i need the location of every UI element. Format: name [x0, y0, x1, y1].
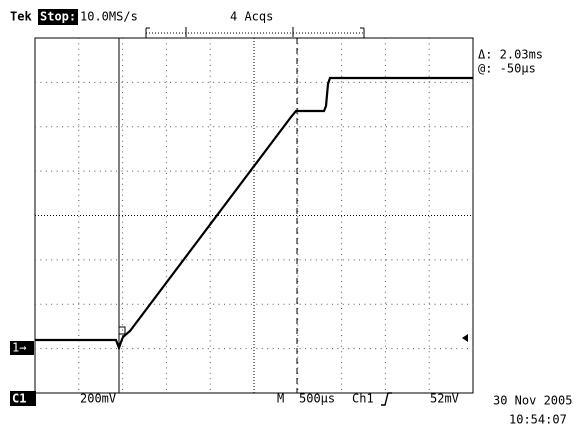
- acquisitions: 4 Acqs: [230, 10, 273, 24]
- date: 30 Nov 2005: [493, 394, 572, 408]
- channel-box: [10, 391, 36, 406]
- channel: C1: [12, 392, 26, 406]
- trigger-slope: [381, 392, 392, 406]
- volts-per-div: 200mV: [80, 392, 116, 406]
- delta-readout: Δ: 2.03ms: [478, 48, 543, 62]
- waveform: [35, 76, 473, 352]
- time: 10:54:07: [509, 413, 567, 426]
- time-per-div: 500µs: [299, 392, 335, 406]
- channel-marker-box: [10, 341, 34, 355]
- brand: Tek: [10, 10, 32, 24]
- sample-rate: 10.0MS/s: [80, 10, 138, 24]
- trigger-source: Ch1: [352, 392, 374, 406]
- state: Stop:: [40, 10, 76, 24]
- state-box: [38, 9, 78, 25]
- mode: M: [277, 392, 284, 406]
- trigger-level-arrow: [462, 334, 468, 342]
- at-readout: @: -50µs: [478, 62, 536, 76]
- graticule: [34, 37, 474, 394]
- trigger-point: [118, 326, 126, 335]
- trigger-level: 52mV: [430, 392, 459, 406]
- channel-marker: 1→: [12, 341, 26, 355]
